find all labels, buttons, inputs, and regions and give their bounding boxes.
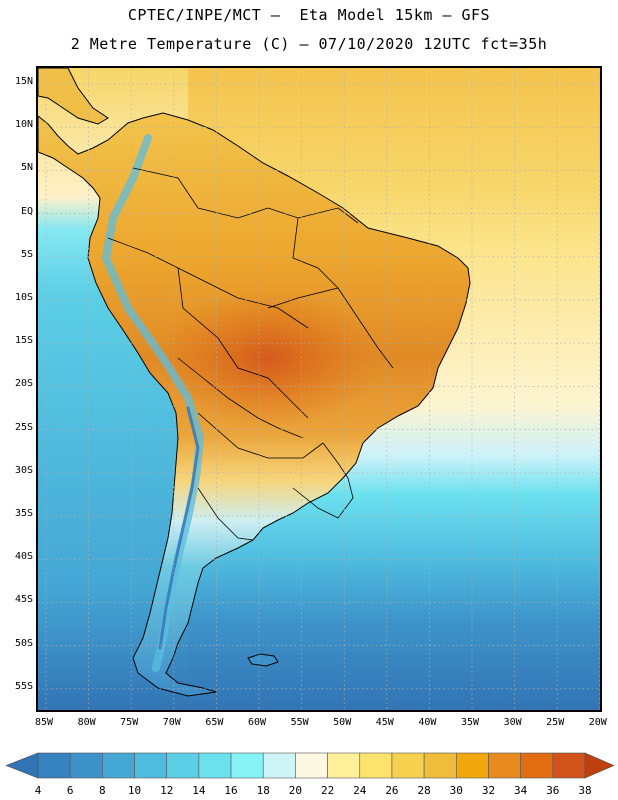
country-borders — [107, 167, 394, 541]
lon-label: 30W — [503, 717, 522, 728]
colorbar-swatch — [134, 752, 168, 779]
lon-label: 25W — [546, 717, 565, 728]
lon-label: 40W — [418, 717, 437, 728]
lon-label: 65W — [205, 717, 224, 728]
andes-peak-ridge — [158, 406, 200, 650]
lat-label: 5S — [20, 248, 33, 260]
lon-label: 85W — [34, 717, 54, 728]
lat-label: 50S — [14, 637, 33, 649]
colorbar-swatch — [327, 752, 361, 779]
lat-label: 20S — [14, 378, 33, 390]
colorbar-swatch — [295, 752, 328, 779]
colorbar-label: 6 — [66, 784, 74, 797]
lon-label: 50W — [333, 717, 352, 728]
lon-label: 70W — [162, 717, 181, 728]
colorbar-label: 32 — [481, 784, 496, 797]
colorbar-label: 8 — [99, 784, 106, 797]
colorbar-swatch — [423, 752, 457, 779]
lat-label: 40S — [14, 551, 33, 563]
colorbar-label: 14 — [192, 784, 206, 797]
lat-label: 10S — [14, 292, 33, 303]
andes-cold-ridge — [101, 134, 205, 672]
lon-label: 75W — [120, 717, 139, 728]
colorbar-swatch — [230, 752, 264, 779]
colorbar-label: 38 — [578, 784, 592, 797]
colorbar-label: 16 — [224, 784, 238, 797]
colorbar-label: 24 — [353, 784, 367, 797]
title-line-2: 2 Metre Temperature (C) – 07/10/2020 12U… — [70, 35, 548, 53]
lat-label: 5N — [20, 162, 33, 174]
lon-label: 80W — [77, 717, 96, 728]
lat-label: 15N — [14, 76, 33, 87]
lat-label: 30S — [14, 464, 33, 476]
lat-label: 35S — [14, 508, 33, 519]
central-america — [38, 68, 109, 125]
lon-label: 35W — [460, 717, 480, 728]
title-line-1: CPTEC/INPE/MCT – Eta Model 15km – GFS — [127, 6, 491, 24]
colorbar-label: 4 — [34, 784, 42, 797]
colorbar-swatch — [359, 752, 393, 779]
heat-core — [158, 288, 378, 428]
colorbar-arrow-left — [5, 752, 39, 779]
colorbar-swatch — [488, 752, 521, 779]
colorbar-label: 26 — [385, 784, 399, 797]
colorbar-label: 10 — [127, 784, 142, 797]
colorbar-swatch — [552, 752, 586, 779]
falkland-islands — [247, 653, 279, 667]
colorbar-label: 20 — [288, 784, 303, 797]
colorbar-arrow-right — [584, 752, 615, 779]
lon-label: 45W — [375, 717, 394, 728]
colorbar-label: 22 — [320, 784, 335, 797]
lon-label: 60W — [247, 717, 267, 728]
lat-label: 25S — [14, 421, 33, 433]
colorbar-swatch — [166, 752, 200, 779]
colorbar-swatch — [69, 752, 103, 779]
map-frame — [36, 66, 602, 712]
lat-label: EQ — [20, 205, 33, 217]
colorbar-label: 30 — [449, 784, 463, 797]
colorbar-swatch — [198, 752, 232, 779]
colorbar-label: 12 — [160, 784, 174, 797]
colorbar — [5, 752, 615, 779]
colorbar-label: 18 — [256, 784, 270, 797]
lat-label: 45S — [14, 594, 33, 606]
lat-label: 10N — [14, 119, 33, 131]
colorbar-label: 34 — [514, 784, 528, 797]
colorbar-swatch — [520, 752, 554, 779]
colorbar-label: 36 — [546, 784, 560, 797]
colorbar-swatch — [37, 752, 71, 779]
lat-label: 15S — [14, 335, 33, 347]
map-canvas — [38, 68, 600, 710]
colorbar-swatch — [262, 752, 296, 779]
lon-label: 55W — [290, 717, 309, 728]
colorbar-label: 28 — [417, 784, 431, 797]
colorbar-swatch — [391, 752, 425, 779]
colorbar-swatch — [102, 752, 135, 779]
colorbar-swatch — [455, 752, 489, 779]
lat-label: 55S — [14, 680, 33, 692]
lon-label: 20W — [588, 717, 607, 728]
